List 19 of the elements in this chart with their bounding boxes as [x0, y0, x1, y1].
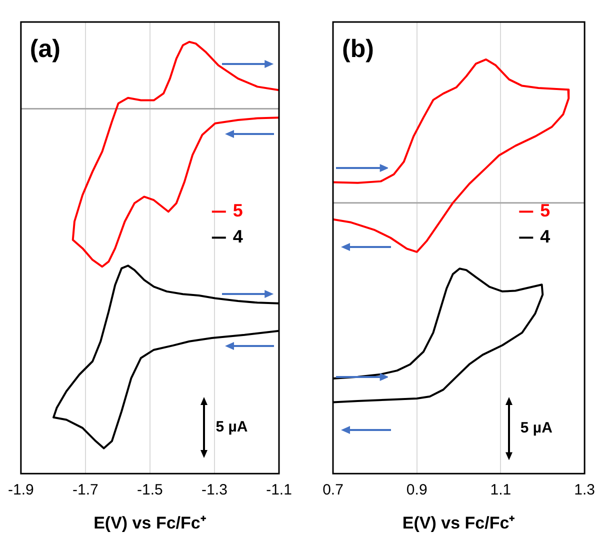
- x-tick-label: -1.1: [266, 482, 292, 499]
- x-tick-label: -1.7: [72, 482, 98, 499]
- legend-label: 4: [232, 226, 243, 247]
- x-tick-label: 1.1: [490, 482, 512, 499]
- x-tick-label: 1.3: [574, 482, 596, 499]
- x-tick-label: 0.9: [406, 482, 428, 499]
- x-axis-title: E(V) vs Fc/Fc⁺: [94, 513, 206, 532]
- x-tick-label: -1.5: [137, 482, 163, 499]
- chart-title: (a): [30, 34, 60, 63]
- text: 5 µA: [520, 420, 553, 437]
- legend-label: 5: [232, 200, 243, 221]
- legend-label: 5: [540, 200, 550, 221]
- legend-label: 4: [540, 226, 550, 247]
- x-axis-title: E(V) vs Fc/Fc⁺: [402, 513, 516, 532]
- annotation: 5 µA: [216, 418, 248, 436]
- x-tick-label: -1.9: [8, 482, 34, 499]
- x-tick-label: 0.7: [322, 482, 344, 499]
- x-tick-label: -1.3: [202, 482, 228, 499]
- chart-title: (b): [342, 34, 374, 63]
